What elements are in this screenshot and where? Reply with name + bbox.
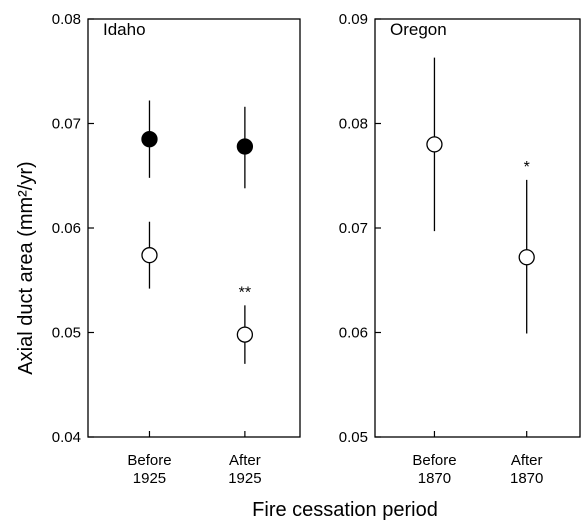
x-tick-label: 1925: [133, 470, 166, 487]
significance-label: **: [239, 284, 251, 301]
y-tick-label: 0.07: [52, 116, 81, 133]
y-tick-label: 0.05: [339, 429, 368, 446]
y-tick-label: 0.08: [339, 116, 368, 133]
x-tick-label: After: [511, 452, 543, 469]
panel-oregon: Oregon0.050.060.070.080.09Before1870Afte…: [339, 11, 581, 487]
x-tick-label: After: [229, 452, 261, 469]
data-point-open: [236, 326, 254, 343]
y-tick-label: 0.07: [339, 220, 368, 237]
significance-label: *: [524, 159, 530, 176]
x-tick-label: 1925: [228, 470, 261, 487]
y-tick-label: 0.08: [52, 11, 81, 28]
data-point-open: [518, 249, 535, 266]
data-point-open: [426, 136, 443, 153]
panel-title: Idaho: [103, 20, 146, 39]
y-tick-label: 0.06: [339, 325, 368, 342]
x-tick-label: 1870: [418, 470, 451, 487]
y-tick-label: 0.06: [52, 220, 81, 237]
data-point-open: [141, 247, 158, 264]
y-tick-label: 0.09: [339, 11, 368, 28]
panel-title: Oregon: [390, 20, 447, 39]
data-point-filled: [141, 131, 158, 148]
plot-frame: [374, 18, 581, 438]
plot-frame: [87, 18, 301, 438]
x-tick-label: Before: [412, 452, 456, 469]
y-tick-label: 0.04: [52, 429, 81, 446]
data-point-filled: [236, 138, 254, 155]
x-tick-label: 1870: [510, 470, 543, 487]
x-tick-label: Before: [127, 452, 171, 469]
x-axis-label: Fire cessation period: [252, 499, 438, 521]
panel-idaho: Idaho0.040.050.060.070.08Before1925After…: [52, 11, 301, 487]
y-tick-label: 0.05: [52, 325, 81, 342]
y-axis-label: Axial duct area (mm²/yr): [15, 161, 37, 374]
